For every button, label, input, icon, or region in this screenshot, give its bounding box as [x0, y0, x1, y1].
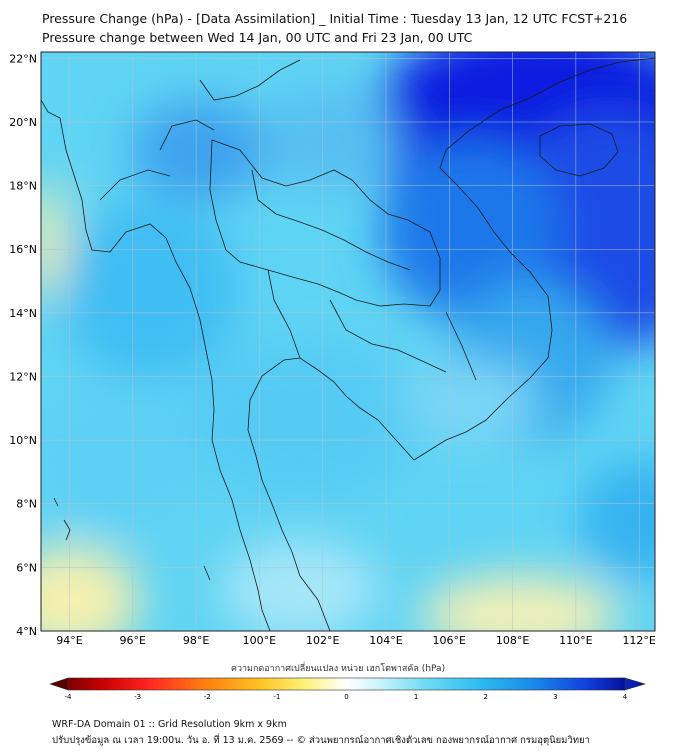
colorbar-tick-label: 2 — [484, 693, 488, 700]
footer-line-2: ปรับปรุงข้อมูล ณ เวลา 19:00น. วัน อ. ที่… — [52, 735, 590, 746]
lon-tick-label: 108°E — [496, 634, 529, 647]
lat-lon-grid — [41, 52, 655, 631]
lon-tick-label: 106°E — [433, 634, 466, 647]
longitude-labels: 94°E 96°E 98°E 100°E 102°E 104°E 106°E 108°E 110… — [56, 634, 656, 647]
colorbar-title: ความกดอากาศเปลี่ยนแปลง หน่วย เฮกโตพาสคัล… — [230, 664, 446, 674]
province-border — [99, 59, 301, 201]
lon-tick-label: 98°E — [183, 634, 209, 647]
hainan-island — [539, 123, 619, 177]
colorbar-tick-label: -2 — [204, 693, 211, 700]
coastlines-and-borders — [41, 57, 655, 631]
lat-tick-label: 14°N — [9, 307, 37, 320]
colorbar-tick-label: 1 — [414, 693, 418, 700]
lon-tick-label: 96°E — [120, 634, 146, 647]
latitude-labels: 22°N 20°N 18°N 16°N 14°N 12°N 10°N 8°N 6°N 4°N — [9, 52, 37, 638]
lat-tick-label: 10°N — [9, 434, 37, 447]
map-subtitle: Pressure change between Wed 14 Jan, 00 U… — [42, 30, 473, 45]
mainland-coastline — [41, 99, 271, 631]
colorbar-tick-label: -3 — [134, 693, 141, 700]
lat-tick-label: 18°N — [9, 180, 37, 193]
lat-tick-label: 12°N — [9, 370, 37, 383]
province-border — [209, 139, 441, 307]
colorbar-tick-label: 0 — [344, 693, 348, 700]
footer-line-1: WRF-DA Domain 01 :: Grid Resolution 9km … — [52, 719, 287, 730]
island — [53, 497, 211, 581]
lon-tick-label: 112°E — [622, 634, 655, 647]
lon-tick-label: 102°E — [306, 634, 339, 647]
colorbar-tick-label: -1 — [273, 693, 280, 700]
pressure-field — [41, 52, 655, 631]
pressure-change-map: 22°N 20°N 18°N 16°N 14°N 12°N 10°N 8°N 6°N 4°N 94… — [9, 51, 656, 700]
lon-tick-label: 104°E — [369, 634, 402, 647]
colorbar-tick-label: 3 — [553, 693, 557, 700]
colorbar-tick-label: 4 — [623, 693, 628, 700]
colorbar: -4 -3 -2 -1 0 1 2 3 4 — [49, 677, 647, 700]
lon-tick-label: 100°E — [243, 634, 276, 647]
map-title: Pressure Change (hPa) - [Data Assimilati… — [42, 11, 628, 26]
lat-tick-label: 20°N — [9, 116, 37, 129]
gulf-coastline — [247, 57, 655, 631]
province-border — [251, 169, 477, 381]
lon-tick-label: 110°E — [559, 634, 592, 647]
colorbar-left-arrow — [49, 677, 69, 691]
colorbar-ticks: -4 -3 -2 -1 0 1 2 3 4 — [65, 693, 628, 700]
lat-tick-label: 22°N — [9, 52, 37, 65]
map-frame — [40, 51, 656, 632]
lat-tick-label: 8°N — [16, 498, 37, 511]
lon-tick-label: 94°E — [56, 634, 82, 647]
lat-tick-label: 6°N — [16, 561, 37, 574]
lat-tick-label: 16°N — [9, 243, 37, 256]
colorbar-body — [67, 677, 626, 691]
colorbar-tick-label: -4 — [65, 693, 73, 700]
lat-tick-label: 4°N — [16, 625, 37, 638]
